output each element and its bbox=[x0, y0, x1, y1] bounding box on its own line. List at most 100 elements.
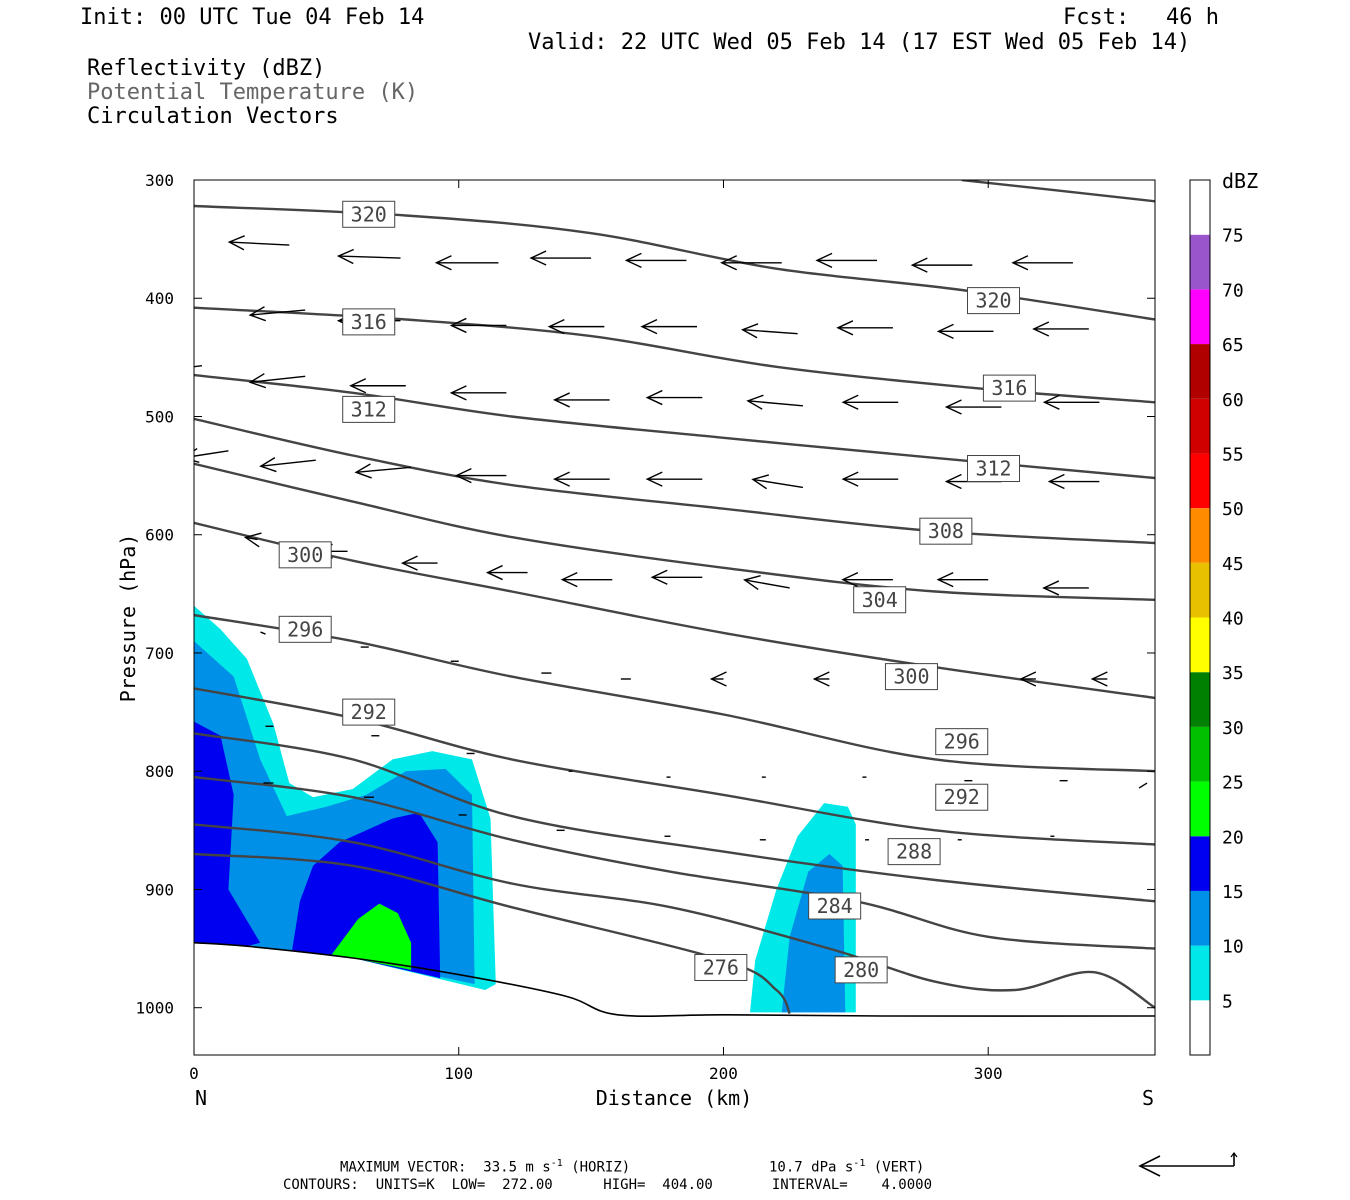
contour-label-box bbox=[342, 308, 396, 336]
contour-label-box bbox=[967, 455, 1021, 483]
colorbar-level-label: 60 bbox=[1222, 390, 1244, 411]
contour-label-text: 292 bbox=[944, 785, 980, 809]
colorbar-level-label: 40 bbox=[1222, 609, 1244, 630]
circulation-vector bbox=[910, 257, 973, 273]
x-axis-label: Distance (km) bbox=[596, 1086, 753, 1110]
circulation-vector bbox=[248, 306, 306, 322]
contour-label-300: 300 bbox=[884, 663, 938, 691]
circulation-vector bbox=[645, 389, 703, 406]
vector-head bbox=[740, 323, 759, 339]
vector-head bbox=[841, 394, 859, 410]
colorbar-swatch bbox=[1190, 180, 1210, 235]
circulation-vector bbox=[260, 631, 266, 635]
vector-head bbox=[434, 255, 452, 271]
vector-shaft bbox=[260, 631, 266, 635]
vector-head bbox=[336, 248, 354, 265]
theta-contour-320 bbox=[961, 180, 1155, 203]
contour-label-288: 288 bbox=[887, 838, 941, 866]
vector-shaft bbox=[194, 450, 229, 457]
vector-head bbox=[259, 457, 277, 473]
vector-head bbox=[349, 378, 367, 394]
colorbar-title: dBZ bbox=[1222, 169, 1258, 193]
contour-label-text: 304 bbox=[862, 588, 898, 612]
vector-shaft bbox=[260, 459, 316, 467]
vector-head bbox=[640, 318, 658, 335]
theta-contour-308 bbox=[194, 417, 1155, 545]
vector-head bbox=[944, 473, 962, 490]
circulation-vector bbox=[640, 318, 698, 335]
vector-head bbox=[1042, 394, 1060, 410]
contour-label-box bbox=[982, 374, 1036, 402]
colorbar-level-label: 65 bbox=[1222, 335, 1244, 356]
vector-head bbox=[812, 671, 830, 687]
contour-label-box bbox=[853, 586, 907, 614]
valid-time: Valid: 22 UTC Wed 05 Feb 14 (17 EST Wed … bbox=[528, 30, 1191, 55]
contour-info: CONTOURS: UNITS=K LOW= 272.00 HIGH= 404.… bbox=[283, 1177, 933, 1193]
circulation-vector bbox=[400, 555, 438, 571]
circulation-vector bbox=[751, 474, 804, 490]
vector-shaft bbox=[1138, 782, 1148, 789]
reference-vector bbox=[1138, 1152, 1238, 1177]
contour-label-300: 300 bbox=[278, 541, 332, 569]
colorbar-level-label: 10 bbox=[1222, 937, 1244, 958]
contour-label-text: 320 bbox=[351, 202, 387, 226]
contour-label-text: 300 bbox=[893, 665, 929, 689]
vector-head bbox=[743, 574, 761, 591]
colorbar-swatch bbox=[1190, 836, 1210, 891]
vector-head bbox=[746, 394, 764, 410]
theta-contour-280 bbox=[194, 823, 1155, 1009]
contour-label-284: 284 bbox=[808, 892, 862, 920]
vector-shaft bbox=[250, 375, 306, 383]
circulation-vector bbox=[485, 564, 528, 581]
theta-contour-304 bbox=[194, 462, 1155, 601]
vector-head bbox=[841, 572, 859, 588]
colorbar-frame bbox=[1189, 179, 1211, 1056]
theta-contour-284 bbox=[194, 775, 1155, 950]
x-tick-label: 300 bbox=[974, 1064, 1003, 1083]
contour-label-box bbox=[278, 615, 332, 643]
contour-label-316: 316 bbox=[342, 308, 396, 336]
y-tick-label: 900 bbox=[145, 880, 174, 899]
vector-head bbox=[354, 463, 372, 479]
colorbar-level-label: 35 bbox=[1222, 663, 1244, 684]
contour-label-box bbox=[834, 956, 888, 984]
circulation-vector bbox=[354, 463, 412, 479]
colorbar-swatch bbox=[1190, 726, 1210, 782]
circulation-vector bbox=[454, 467, 507, 484]
contour-label-280: 280 bbox=[834, 956, 888, 984]
vector-head bbox=[485, 564, 503, 581]
circulation-vector bbox=[552, 392, 610, 408]
contour-label-text: 296 bbox=[287, 617, 323, 641]
colorbar-swatch bbox=[1190, 344, 1210, 399]
contour-label-box bbox=[342, 698, 396, 726]
colorbar-swatch bbox=[1190, 398, 1210, 454]
vector-head bbox=[1032, 321, 1050, 337]
contour-label-text: 312 bbox=[975, 457, 1011, 481]
max-vector-line: MAXIMUM VECTOR: 33.5 m s-1 (HORIZ) bbox=[340, 1158, 630, 1176]
init-time: Init: 00 UTC Tue 04 Feb 14 bbox=[80, 5, 425, 30]
contour-label-box bbox=[278, 541, 332, 569]
theta-contour-296 bbox=[194, 613, 1155, 773]
vector-head bbox=[751, 474, 770, 490]
field-reflectivity: Reflectivity (dBZ) bbox=[87, 56, 326, 81]
circulation-vector bbox=[449, 385, 507, 401]
vector-head bbox=[142, 365, 158, 379]
x-tick-label: 0 bbox=[189, 1064, 199, 1083]
forecast-hours: 46 h bbox=[1166, 5, 1219, 30]
surface-line bbox=[194, 941, 1155, 1017]
vector-head bbox=[227, 235, 245, 251]
vector-head bbox=[650, 569, 668, 585]
contour-label-box bbox=[342, 395, 396, 423]
contour-label-box bbox=[935, 728, 989, 756]
colorbar-swatch bbox=[1190, 508, 1210, 563]
contour-label-312: 312 bbox=[967, 455, 1021, 483]
max-vector-vert-line: 10.7 dPa s-1 (VERT) bbox=[769, 1158, 924, 1176]
colorbar-level-label: 55 bbox=[1222, 444, 1244, 465]
circulation-vector bbox=[248, 373, 306, 389]
circulation-vector bbox=[142, 364, 203, 379]
colorbar-level-label: 25 bbox=[1222, 773, 1244, 794]
contour-label-box bbox=[967, 287, 1021, 315]
vector-shaft bbox=[250, 309, 306, 316]
vector-head bbox=[645, 471, 663, 487]
circulation-vector bbox=[936, 572, 989, 588]
